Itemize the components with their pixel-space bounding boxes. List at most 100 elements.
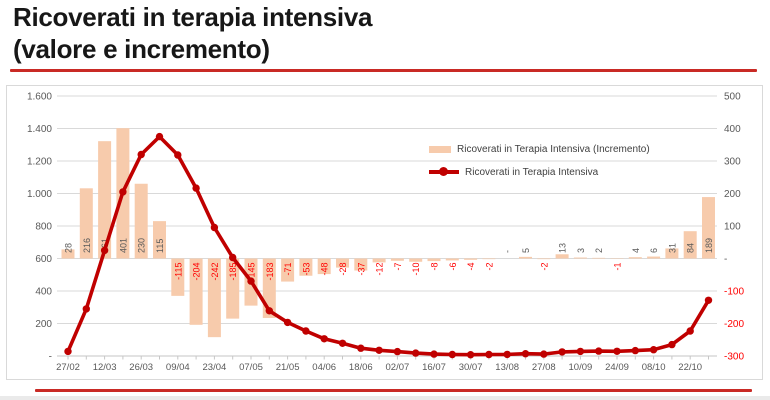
x-tick-label: 27/08 (532, 362, 556, 373)
axis-left-label: 1.600 (27, 92, 52, 103)
legend-increment-swatch (429, 145, 451, 153)
x-tick-label: 08/10 (642, 362, 666, 373)
bar-label: -37 (356, 263, 366, 276)
line-point (192, 184, 200, 192)
line-point (613, 347, 621, 355)
x-tick-label: 27/02 (56, 362, 80, 373)
gridlines (57, 95, 717, 357)
bar-label: -204 (192, 263, 202, 281)
bar (702, 197, 715, 259)
bar (519, 256, 532, 259)
bar-label: -71 (283, 263, 293, 276)
axis-left-label: 1.200 (27, 157, 52, 168)
legend-item-increment: Ricoverati in Terapia Intensiva (Increme… (429, 142, 650, 156)
line-point (64, 347, 72, 356)
bar-label: -2 (539, 263, 549, 271)
bar-label: 84 (686, 243, 696, 253)
bar-label: -10 (411, 263, 421, 276)
axis-left-label: 600 (35, 254, 52, 265)
bar-label: 28 (64, 243, 74, 253)
line-point (686, 327, 694, 335)
chart-canvas: 28 216 361 401 230 115-115 -204 -242 -185 -145 -18… (27, 92, 744, 374)
bar-label: -242 (210, 263, 220, 281)
x-tick-label: 30/07 (459, 362, 483, 373)
axis-labels: 1.600 1.400 1.200 1.000 800 600 400 200 - 500 400 3… (27, 92, 744, 363)
legend-line-marker-icon (439, 167, 448, 177)
bar (189, 258, 203, 325)
bar-label: 13 (558, 243, 568, 253)
line-point (649, 346, 658, 354)
line-point (704, 296, 713, 304)
bar (171, 258, 185, 296)
bar-label: -185 (228, 263, 238, 281)
axis-right-label: 300 (724, 157, 741, 168)
x-tick-label: 12/03 (93, 362, 117, 373)
bar (153, 221, 166, 259)
axis-left-label: 800 (35, 222, 52, 233)
line-point (82, 305, 91, 313)
bar-label: -4 (466, 263, 476, 271)
axis-right-label: -300 (724, 352, 744, 363)
bar (372, 258, 386, 263)
line-point (229, 253, 237, 262)
bar (409, 258, 423, 262)
bottom-rule (35, 389, 752, 392)
line-point (595, 347, 603, 355)
bar (427, 258, 441, 262)
axis-right-label: -100 (724, 287, 744, 298)
bar (207, 258, 221, 338)
line-point (320, 335, 328, 343)
axis-left-label: 400 (35, 287, 52, 298)
bar-label: 31 (667, 243, 677, 253)
line-point (247, 277, 255, 285)
bar (98, 141, 112, 259)
line-point (430, 350, 438, 358)
bar-label: -145 (247, 263, 257, 281)
bar-label: -12 (375, 263, 385, 276)
axis-left-label: 1.000 (27, 189, 52, 200)
bar (555, 254, 569, 259)
bar-label: 2 (594, 248, 604, 253)
bar-label: 6 (649, 248, 659, 253)
bar-label: -7 (393, 263, 403, 271)
bar (390, 258, 404, 261)
bar (573, 257, 587, 259)
line-point (412, 349, 420, 357)
bar-label: 115 (155, 239, 165, 253)
x-tick-label: 04/06 (312, 362, 336, 373)
bar (445, 258, 459, 261)
axis-right-label: -200 (724, 319, 744, 330)
bar-label: -28 (338, 263, 348, 276)
x-tick-label: 10/09 (569, 362, 593, 373)
line-point (375, 346, 383, 354)
line-point (265, 307, 273, 315)
line-point (302, 327, 310, 335)
chart-legend: Ricoverati in Terapia Intensiva (Increme… (429, 142, 650, 188)
line-point (540, 350, 548, 358)
line-point (558, 348, 566, 356)
bar-label: -53 (301, 263, 311, 276)
bar (281, 258, 295, 282)
axis-left-label: - (49, 352, 52, 363)
x-axis: 27/02 12/03 26/03 09/04 23/04 07/05 21/05 04/06… (56, 356, 709, 373)
legend-line-label: Ricoverati in Terapia Intensiva (465, 166, 599, 178)
line-point (503, 350, 511, 359)
x-tick-label: 16/07 (422, 362, 446, 373)
page-title: Ricoverati in terapia intensiva (valore … (13, 2, 372, 65)
axis-right-label: 100 (724, 222, 741, 233)
bar (482, 258, 496, 260)
bar (79, 188, 93, 259)
x-tick-label: 09/04 (166, 362, 190, 373)
line-point (119, 188, 127, 196)
bar-label: 189 (704, 238, 714, 253)
bar-label: 3 (576, 248, 586, 253)
bar (226, 258, 240, 319)
line-point (393, 347, 402, 356)
bar-label: -2 (484, 263, 494, 271)
line-point (576, 347, 585, 356)
axis-right-label: 400 (724, 124, 741, 135)
bar-label: - (503, 250, 513, 253)
bar (592, 257, 606, 259)
line-point (155, 132, 164, 141)
line-point (466, 351, 475, 359)
